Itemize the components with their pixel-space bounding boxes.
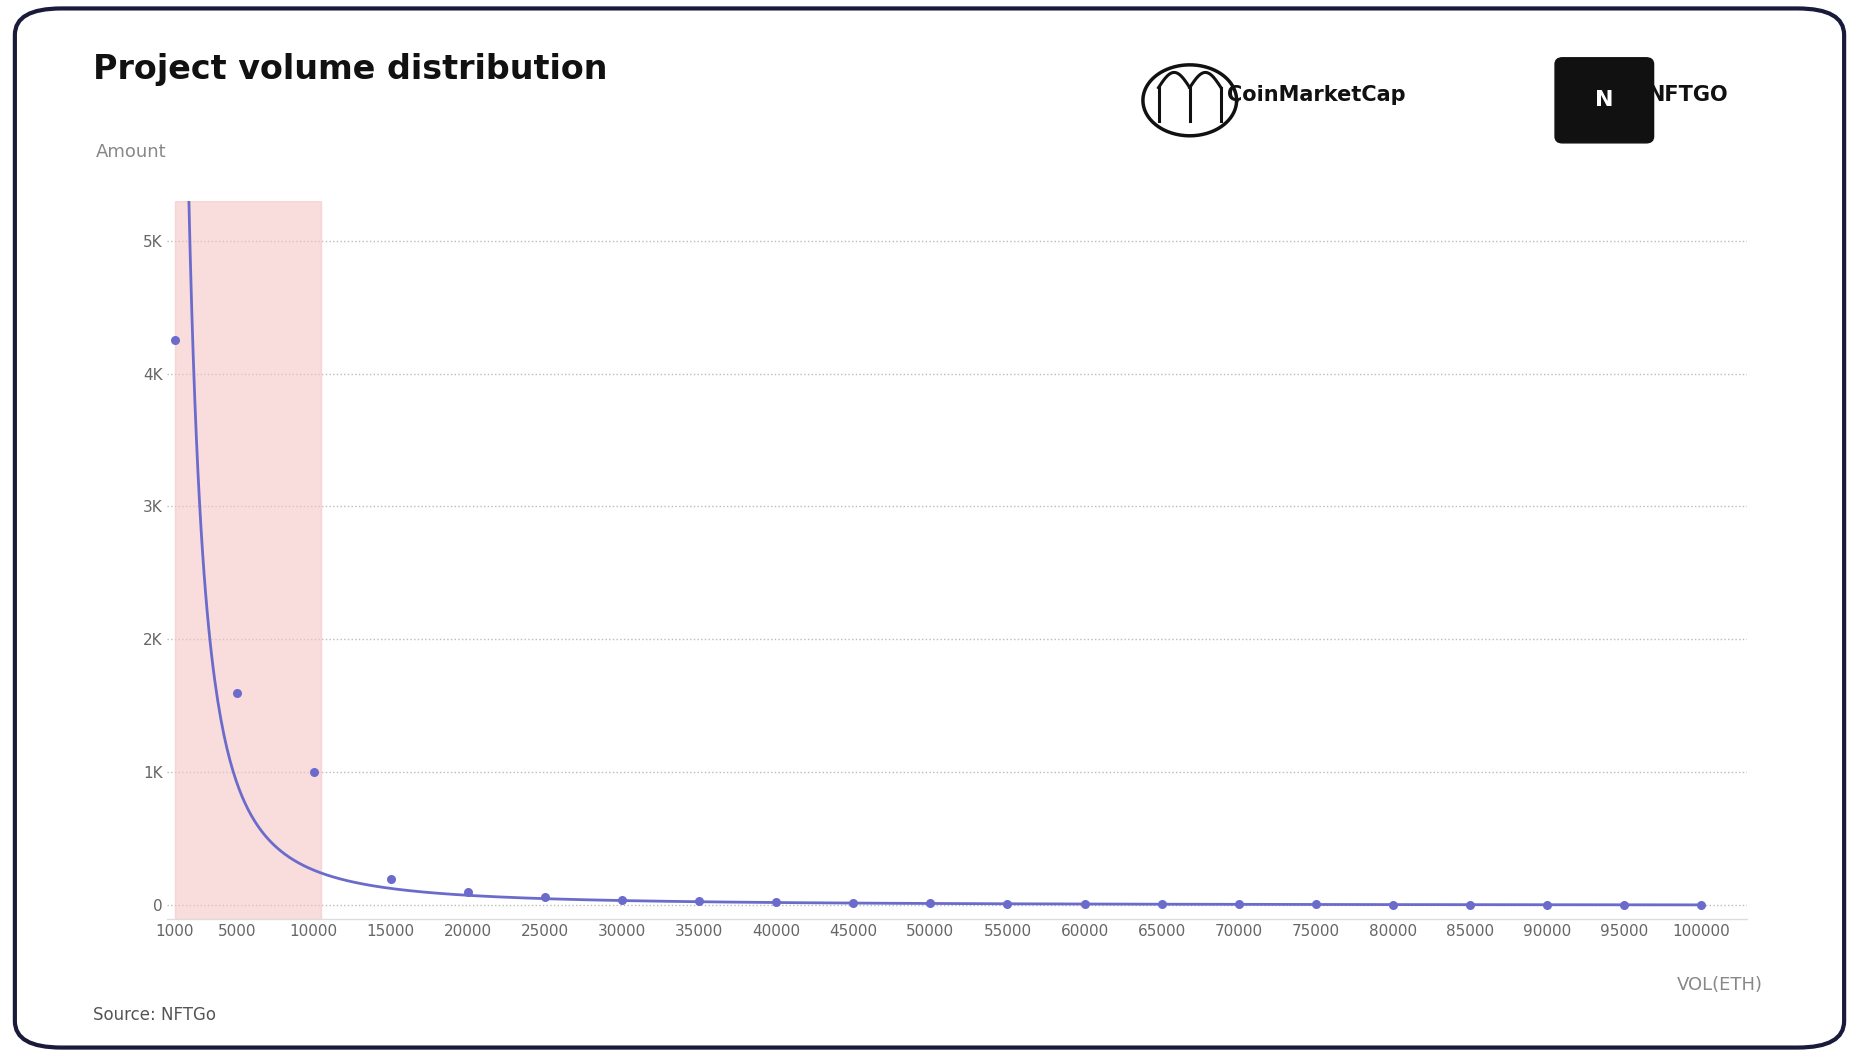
Point (376, 870, 405, 887)
Bar (175, 201, 322, 919)
Text: Project volume distribution: Project volume distribution (93, 53, 608, 86)
Point (608, 891, 638, 908)
Text: NFTGO: NFTGO (1647, 86, 1727, 105)
Text: VOL(ETH): VOL(ETH) (1677, 976, 1762, 994)
Text: CoinMarketCap: CoinMarketCap (1227, 86, 1405, 105)
Point (762, 894, 792, 911)
Point (838, 894, 868, 911)
Point (1532, 897, 1562, 913)
Point (454, 884, 483, 901)
Point (1223, 895, 1253, 912)
Point (160, 332, 190, 348)
FancyBboxPatch shape (1554, 58, 1655, 143)
Point (299, 763, 329, 780)
Point (1686, 897, 1716, 913)
Point (1147, 895, 1177, 912)
Point (1610, 897, 1640, 913)
Text: Source: NFTGo: Source: NFTGo (93, 1006, 216, 1024)
Point (1378, 897, 1407, 913)
Text: Amount: Amount (97, 144, 167, 162)
Point (684, 893, 714, 910)
Point (1301, 897, 1331, 913)
Text: N: N (1595, 91, 1614, 110)
Point (1456, 897, 1485, 913)
Point (530, 889, 560, 906)
Point (1069, 895, 1099, 912)
Point (993, 895, 1022, 912)
Point (221, 684, 251, 701)
Point (915, 895, 944, 912)
